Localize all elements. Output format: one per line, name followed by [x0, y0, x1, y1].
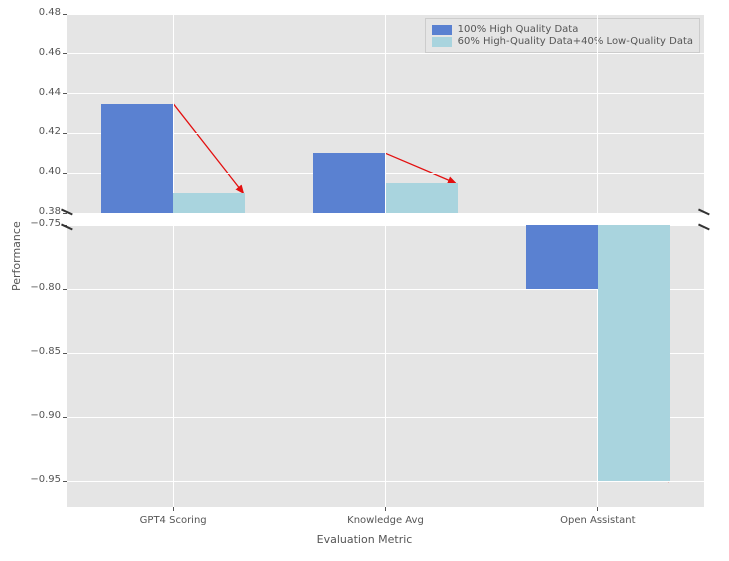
gridline-v [385, 225, 386, 507]
legend: 100% High Quality Data 60% High-Quality … [425, 18, 700, 53]
xtick-mark [173, 507, 174, 511]
gridline-v [597, 14, 598, 213]
ytick-mark [63, 481, 67, 482]
figure: Performance Evaluation Metric 100% High … [0, 0, 729, 561]
ytick-label-bot: −0.90 [30, 410, 61, 421]
legend-swatch-0 [432, 25, 452, 35]
xtick-label: GPT4 Scoring [113, 515, 233, 526]
ytick-mark [63, 53, 67, 54]
gridline-v [173, 225, 174, 507]
ytick-mark [63, 93, 67, 94]
legend-label-0: 100% High Quality Data [458, 24, 579, 35]
ytick-mark [63, 14, 67, 15]
bar [526, 225, 598, 289]
bar [101, 104, 173, 213]
ytick-label-bot: −0.75 [30, 218, 61, 229]
bar [598, 225, 670, 481]
ytick-mark [63, 417, 67, 418]
ytick-mark [63, 173, 67, 174]
x-axis-label: Evaluation Metric [0, 533, 729, 546]
bar [386, 183, 458, 213]
ytick-label-top: 0.38 [39, 206, 61, 217]
bar [313, 153, 385, 213]
y-axis-label: Performance [10, 221, 23, 291]
bar [173, 193, 245, 213]
legend-item-1: 60% High-Quality Data+40% Low-Quality Da… [432, 36, 693, 47]
ytick-label-top: 0.44 [39, 87, 61, 98]
xtick-mark [597, 507, 598, 511]
ytick-label-bot: −0.80 [30, 282, 61, 293]
ytick-label-top: 0.48 [39, 7, 61, 18]
ytick-mark [63, 353, 67, 354]
xtick-mark [385, 507, 386, 511]
ytick-label-top: 0.40 [39, 166, 61, 177]
legend-label-1: 60% High-Quality Data+40% Low-Quality Da… [458, 36, 693, 47]
legend-swatch-1 [432, 37, 452, 47]
xtick-label: Knowledge Avg [326, 515, 446, 526]
xtick-label: Open Assistant [538, 515, 658, 526]
ytick-label-top: 0.46 [39, 47, 61, 58]
ytick-label-bot: −0.95 [30, 474, 61, 485]
ytick-label-bot: −0.85 [30, 346, 61, 357]
ytick-mark [63, 133, 67, 134]
legend-item-0: 100% High Quality Data [432, 24, 693, 35]
ytick-label-top: 0.42 [39, 126, 61, 137]
ytick-mark [63, 289, 67, 290]
